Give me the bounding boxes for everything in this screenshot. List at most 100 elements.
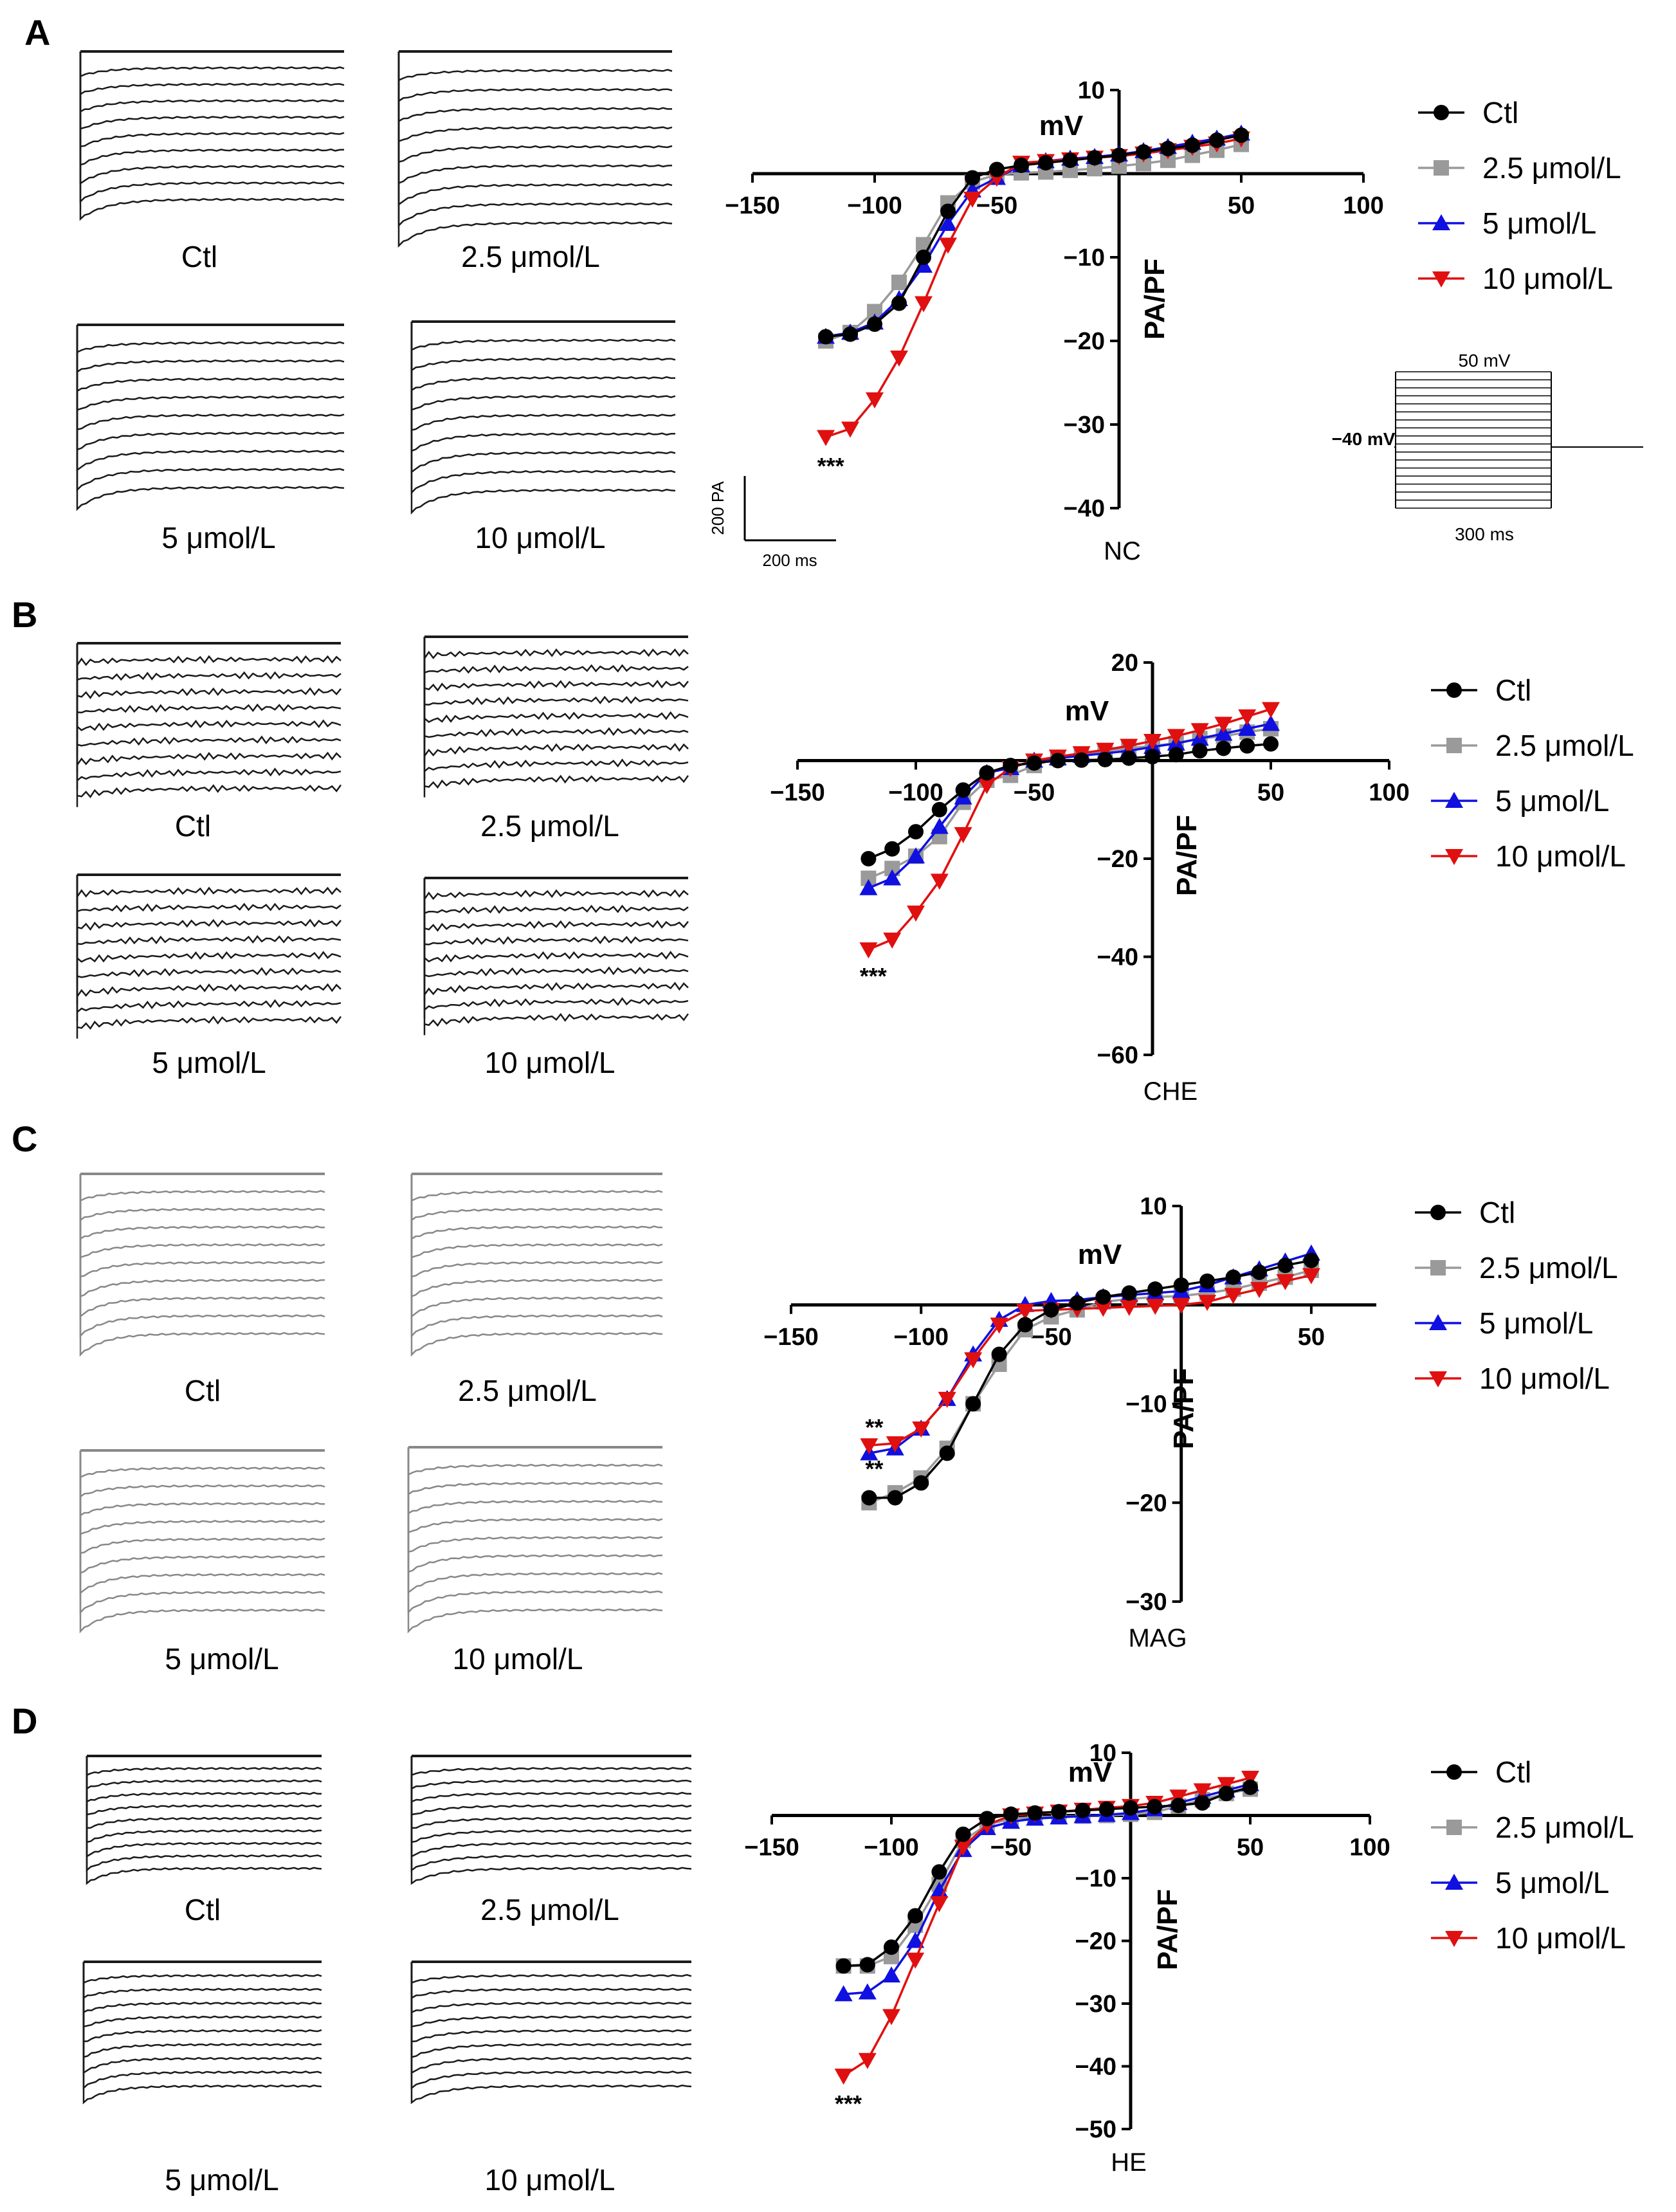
legend-label: 10 μmol/L <box>1495 839 1626 873</box>
data-point <box>1170 1797 1187 1813</box>
data-point <box>1225 1269 1241 1285</box>
series-3 <box>860 1268 1320 1455</box>
current-trace <box>410 1756 692 1858</box>
data-point <box>939 215 957 231</box>
data-point <box>882 1966 900 1983</box>
y-tick-label: −40 <box>1075 2054 1116 2081</box>
data-point <box>1003 758 1019 774</box>
x-tick-label: −50 <box>976 192 1017 219</box>
panel-letter-c: C <box>12 1119 37 1159</box>
trace-family <box>79 1173 325 1357</box>
panel-letter-b: B <box>12 594 37 635</box>
current-trace <box>79 51 345 113</box>
x-tick-label: 50 <box>1298 1324 1325 1351</box>
legend: Ctl 2.5 μmol/L 5 μmol/L 10 μmol/L <box>1415 1196 1618 1395</box>
series-0 <box>835 1779 1258 1974</box>
current-trace <box>423 637 689 677</box>
data-point <box>1147 1281 1163 1297</box>
trace-label: 10 μmol/L <box>485 2163 615 2197</box>
protocol-bottom-label: 300 ms <box>1455 524 1514 544</box>
current-trace <box>423 637 689 661</box>
y-tick-label: −10 <box>1075 1865 1116 1892</box>
trace-family <box>410 1173 663 1357</box>
trace-family <box>410 1755 692 1885</box>
current-trace <box>423 878 689 1002</box>
current-trace <box>423 878 689 935</box>
data-point <box>858 1983 877 2000</box>
current-trace <box>410 1174 663 1357</box>
data-point <box>979 765 995 781</box>
current-trace <box>410 1756 692 1790</box>
data-point <box>1432 271 1450 288</box>
chart-caption: NC <box>1104 537 1141 565</box>
data-point <box>931 801 947 818</box>
current-trace <box>82 1962 322 2090</box>
series-1 <box>835 1781 1258 1974</box>
current-trace <box>410 1174 663 1339</box>
data-point <box>861 851 877 866</box>
current-trace <box>79 51 345 221</box>
current-trace <box>76 643 342 755</box>
current-trace <box>79 51 345 204</box>
x-axis-title: mV <box>1078 1239 1122 1270</box>
y-tick-label: 10 <box>1078 77 1105 104</box>
data-point <box>1429 1314 1447 1330</box>
current-trace <box>76 875 342 987</box>
current-trace <box>410 1962 692 2043</box>
data-point <box>913 1475 929 1491</box>
series-line <box>825 134 1242 338</box>
data-point <box>835 1958 852 1974</box>
x-tick-label: −100 <box>893 1324 949 1351</box>
current-trace <box>76 875 342 934</box>
data-point <box>1027 1805 1043 1821</box>
data-point <box>1123 1800 1138 1816</box>
data-point <box>965 1396 981 1412</box>
current-trace <box>79 1450 325 1499</box>
data-point <box>989 161 1005 178</box>
x-tick-label: −100 <box>888 780 943 807</box>
data-point <box>955 1826 971 1842</box>
legend-label: Ctl <box>1495 673 1531 707</box>
current-trace <box>79 51 345 78</box>
current-trace <box>397 51 673 123</box>
y-tick-label: −40 <box>1064 495 1105 522</box>
trace-label: 10 μmol/L <box>485 1046 615 1079</box>
current-trace <box>76 643 342 667</box>
current-trace <box>79 1450 325 1574</box>
trace-label: 5 μmol/L <box>165 1642 278 1676</box>
current-trace <box>410 1962 692 2000</box>
trace-family <box>76 642 342 807</box>
current-trace <box>79 1174 325 1277</box>
data-point <box>954 827 972 843</box>
current-trace <box>76 325 345 374</box>
scale-bar-vertical-label: 200 PA <box>708 481 727 535</box>
significance-label: *** <box>817 453 844 479</box>
data-point <box>1263 736 1279 752</box>
current-trace <box>410 322 676 474</box>
data-point <box>1136 144 1151 160</box>
trace-family <box>76 873 342 1039</box>
data-point <box>912 1421 931 1438</box>
data-point <box>1111 158 1127 174</box>
data-point <box>930 818 949 834</box>
current-trace <box>79 1450 325 1595</box>
trace-family <box>86 1755 322 1885</box>
current-trace <box>82 1962 322 2014</box>
data-point <box>1303 1252 1319 1268</box>
current-trace <box>79 1450 325 1535</box>
current-trace <box>86 1756 322 1885</box>
data-point <box>1445 849 1463 865</box>
current-trace <box>76 643 342 790</box>
data-point <box>1043 1302 1059 1318</box>
trace-family <box>76 324 345 511</box>
trace-label: 2.5 μmol/L <box>480 809 619 843</box>
current-trace <box>410 1756 692 1885</box>
current-trace <box>79 1450 325 1554</box>
data-point <box>1014 158 1029 173</box>
data-point <box>930 1896 949 1912</box>
data-point <box>1252 1265 1267 1281</box>
data-point <box>1168 747 1184 763</box>
data-point <box>906 1952 925 1969</box>
data-point <box>915 296 933 313</box>
data-point <box>1193 1783 1212 1800</box>
